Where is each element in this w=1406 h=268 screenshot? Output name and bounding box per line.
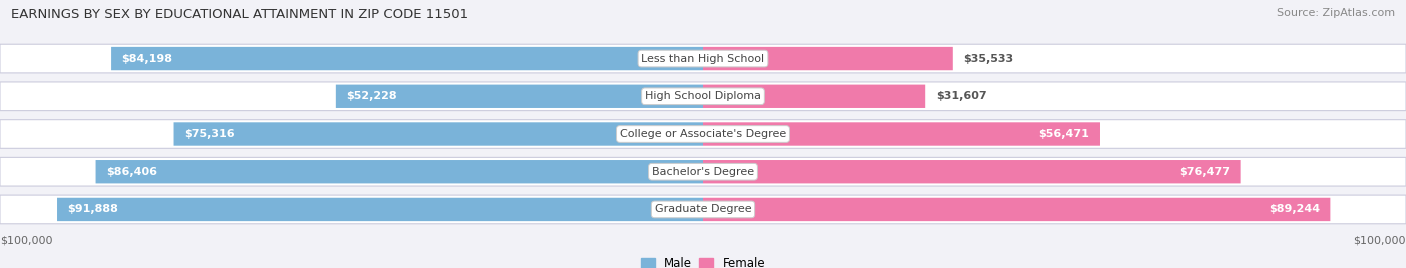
Text: High School Diploma: High School Diploma [645,91,761,101]
Text: $76,477: $76,477 [1180,167,1230,177]
FancyBboxPatch shape [96,160,703,183]
FancyBboxPatch shape [0,82,1406,111]
FancyBboxPatch shape [173,122,703,146]
FancyBboxPatch shape [0,195,1406,224]
Text: $100,000: $100,000 [1354,235,1406,245]
Text: $31,607: $31,607 [936,91,987,101]
Text: $35,533: $35,533 [963,54,1014,64]
FancyBboxPatch shape [0,44,1406,73]
Text: $89,244: $89,244 [1268,204,1320,214]
FancyBboxPatch shape [111,47,703,70]
Text: $91,888: $91,888 [67,204,118,214]
Text: EARNINGS BY SEX BY EDUCATIONAL ATTAINMENT IN ZIP CODE 11501: EARNINGS BY SEX BY EDUCATIONAL ATTAINMEN… [11,8,468,21]
Text: $86,406: $86,406 [105,167,157,177]
Text: $84,198: $84,198 [122,54,173,64]
Text: $56,471: $56,471 [1039,129,1090,139]
FancyBboxPatch shape [703,122,1099,146]
Text: Bachelor's Degree: Bachelor's Degree [652,167,754,177]
FancyBboxPatch shape [703,85,925,108]
Text: Less than High School: Less than High School [641,54,765,64]
Text: Graduate Degree: Graduate Degree [655,204,751,214]
FancyBboxPatch shape [703,160,1240,183]
FancyBboxPatch shape [58,198,703,221]
FancyBboxPatch shape [0,157,1406,186]
Text: Source: ZipAtlas.com: Source: ZipAtlas.com [1277,8,1395,18]
Text: College or Associate's Degree: College or Associate's Degree [620,129,786,139]
FancyBboxPatch shape [703,198,1330,221]
Text: $100,000: $100,000 [0,235,52,245]
Legend: Male, Female: Male, Female [636,252,770,268]
FancyBboxPatch shape [0,120,1406,148]
FancyBboxPatch shape [336,85,703,108]
FancyBboxPatch shape [703,47,953,70]
Text: $52,228: $52,228 [346,91,396,101]
Text: $75,316: $75,316 [184,129,235,139]
